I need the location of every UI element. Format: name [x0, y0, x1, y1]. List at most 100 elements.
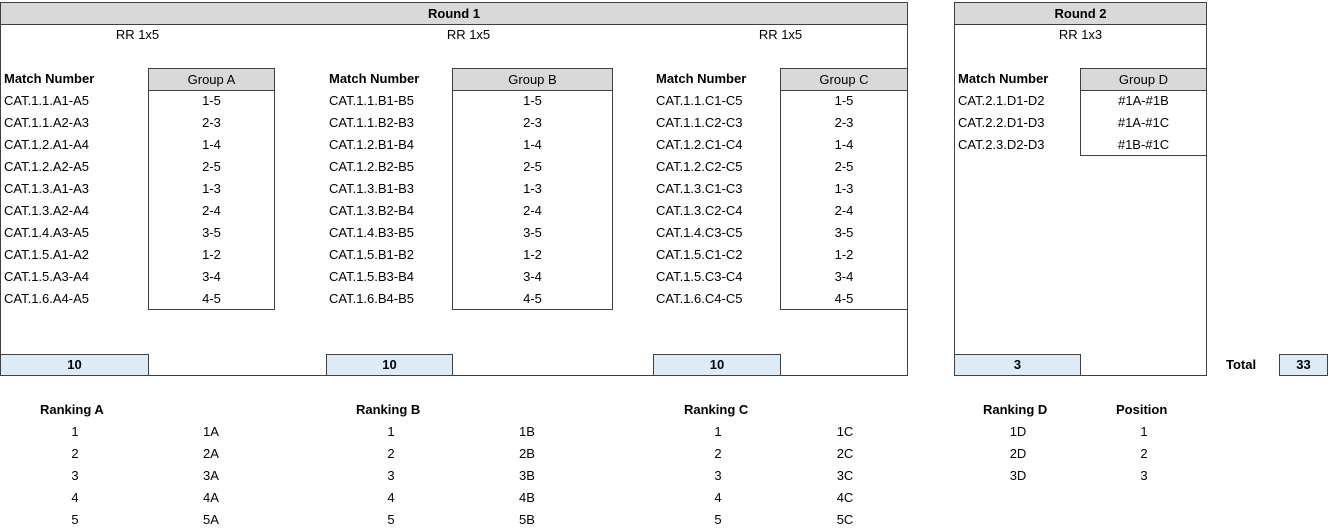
- rr-label-a: RR 1x5: [115, 27, 160, 42]
- ranking-rank: 4: [71, 490, 79, 505]
- ranking-rank: 1: [71, 424, 79, 439]
- pairing-cell: 2-3: [523, 115, 542, 130]
- pairing-cell: 3-4: [834, 269, 854, 284]
- pairing-cell: 1-5: [202, 93, 221, 108]
- pairing-cell: 1-2: [202, 247, 221, 262]
- match-number-cell: CAT.1.2.B2-B5: [329, 159, 415, 174]
- total-label: Total: [1226, 357, 1257, 372]
- pairing-cell: 1-3: [202, 181, 221, 196]
- ranking-d-seed: 1D: [1009, 424, 1027, 439]
- round2-header: Round 2: [954, 2, 1207, 25]
- ranking-seed: 4A: [203, 490, 219, 505]
- match-number-header-c: Match Number: [656, 71, 747, 86]
- match-number-cell: CAT.1.5.A1-A2: [4, 247, 90, 262]
- ranking-seed: 2A: [203, 446, 219, 461]
- group-d-count: 3: [954, 354, 1081, 376]
- ranking-rank: 5: [714, 512, 722, 527]
- group-b-count: 10: [326, 354, 453, 376]
- ranking-seed: 4B: [519, 490, 535, 505]
- match-number-cell: CAT.1.1.A2-A3: [4, 115, 90, 130]
- match-number-header-a: Match Number: [4, 71, 95, 86]
- match-number-cell: CAT.1.5.C1-C2: [656, 247, 743, 262]
- ranking-seed: 1C: [836, 424, 854, 439]
- pairing-cell: 1-2: [523, 247, 542, 262]
- match-number-cell: CAT.1.4.B3-B5: [329, 225, 415, 240]
- match-number-cell: CAT.2.1.D1-D2: [958, 93, 1045, 108]
- pairing-cell: 1-4: [834, 137, 854, 152]
- pairing-cell: 2-4: [523, 203, 542, 218]
- ranking-rank: 4: [387, 490, 395, 505]
- match-number-cell: CAT.1.6.C4-C5: [656, 291, 743, 306]
- pairing-cell: 4-5: [834, 291, 854, 306]
- match-number-cell: CAT.1.3.C2-C4: [656, 203, 743, 218]
- pairing-cell: 1-4: [523, 137, 542, 152]
- group-b-header: Group B: [452, 68, 613, 91]
- group-b-box: [452, 91, 613, 310]
- ranking-d-title: Ranking D: [983, 402, 1048, 417]
- pairing-cell: 2-4: [834, 203, 854, 218]
- match-number-cell: CAT.1.1.C1-C5: [656, 93, 743, 108]
- ranking-seed: 5C: [836, 512, 854, 527]
- pairing-cell: #1B-#1C: [1117, 137, 1170, 152]
- pairing-cell: #1A-#1C: [1117, 115, 1170, 130]
- match-number-cell: CAT.1.2.B1-B4: [329, 137, 415, 152]
- ranking-seed: 5A: [203, 512, 219, 527]
- position-header: Position: [1116, 402, 1168, 417]
- group-d-box: [1080, 91, 1207, 156]
- ranking-rank: 5: [71, 512, 79, 527]
- pairing-cell: 1-3: [834, 181, 854, 196]
- ranking-seed: 3A: [203, 468, 219, 483]
- pairing-cell: 2-3: [202, 115, 221, 130]
- total-value: 33: [1279, 354, 1328, 376]
- ranking-seed: 2C: [836, 446, 854, 461]
- match-number-cell: CAT.1.1.B1-B5: [329, 93, 415, 108]
- ranking-seed: 5B: [519, 512, 535, 527]
- ranking-rank: 3: [714, 468, 722, 483]
- group-c-header: Group C: [780, 68, 908, 91]
- pairing-cell: 2-5: [834, 159, 854, 174]
- ranking-seed: 2B: [519, 446, 535, 461]
- pairing-cell: 3-4: [202, 269, 221, 284]
- ranking-seed: 1A: [203, 424, 219, 439]
- ranking-seed: 3B: [519, 468, 535, 483]
- match-number-cell: CAT.1.2.A1-A4: [4, 137, 90, 152]
- pairing-cell: 1-3: [523, 181, 542, 196]
- ranking-seed: 4C: [836, 490, 854, 505]
- match-number-cell: CAT.1.5.A3-A4: [4, 269, 90, 284]
- pairing-cell: 3-5: [523, 225, 542, 240]
- match-number-cell: CAT.1.6.A4-A5: [4, 291, 90, 306]
- ranking-rank: 2: [714, 446, 722, 461]
- group-c-box: [780, 91, 908, 310]
- match-number-cell: CAT.1.4.A3-A5: [4, 225, 90, 240]
- match-number-cell: CAT.1.3.B2-B4: [329, 203, 415, 218]
- group-a-header: Group A: [148, 68, 275, 91]
- pairing-cell: 4-5: [523, 291, 542, 306]
- group-a-box: [148, 91, 275, 310]
- match-number-cell: CAT.1.3.A2-A4: [4, 203, 90, 218]
- ranking-d-position: 3: [1140, 468, 1148, 483]
- group-d-header: Group D: [1080, 68, 1207, 91]
- match-number-cell: CAT.1.2.A2-A5: [4, 159, 90, 174]
- group-a-count: 10: [0, 354, 149, 376]
- group-c-count: 10: [653, 354, 781, 376]
- match-number-cell: CAT.1.4.C3-C5: [656, 225, 743, 240]
- ranking-rank: 2: [71, 446, 79, 461]
- pairing-cell: 1-5: [834, 93, 854, 108]
- match-number-header-b: Match Number: [329, 71, 420, 86]
- match-number-cell: CAT.1.5.B1-B2: [329, 247, 415, 262]
- match-number-header-d: Match Number: [958, 71, 1049, 86]
- pairing-cell: 3-5: [834, 225, 854, 240]
- match-number-cell: CAT.2.3.D2-D3: [958, 137, 1045, 152]
- ranking-d-position: 2: [1140, 446, 1148, 461]
- ranking-rank: 3: [71, 468, 79, 483]
- ranking-seed: 1B: [519, 424, 535, 439]
- ranking-b-title: Ranking B: [356, 402, 421, 417]
- rr-label-b: RR 1x5: [446, 27, 491, 42]
- ranking-rank: 2: [387, 446, 395, 461]
- pairing-cell: 2-4: [202, 203, 221, 218]
- match-number-cell: CAT.1.3.A1-A3: [4, 181, 90, 196]
- ranking-d-position: 1: [1140, 424, 1148, 439]
- pairing-cell: 1-4: [202, 137, 221, 152]
- match-number-cell: CAT.2.2.D1-D3: [958, 115, 1045, 130]
- match-number-cell: CAT.1.6.B4-B5: [329, 291, 415, 306]
